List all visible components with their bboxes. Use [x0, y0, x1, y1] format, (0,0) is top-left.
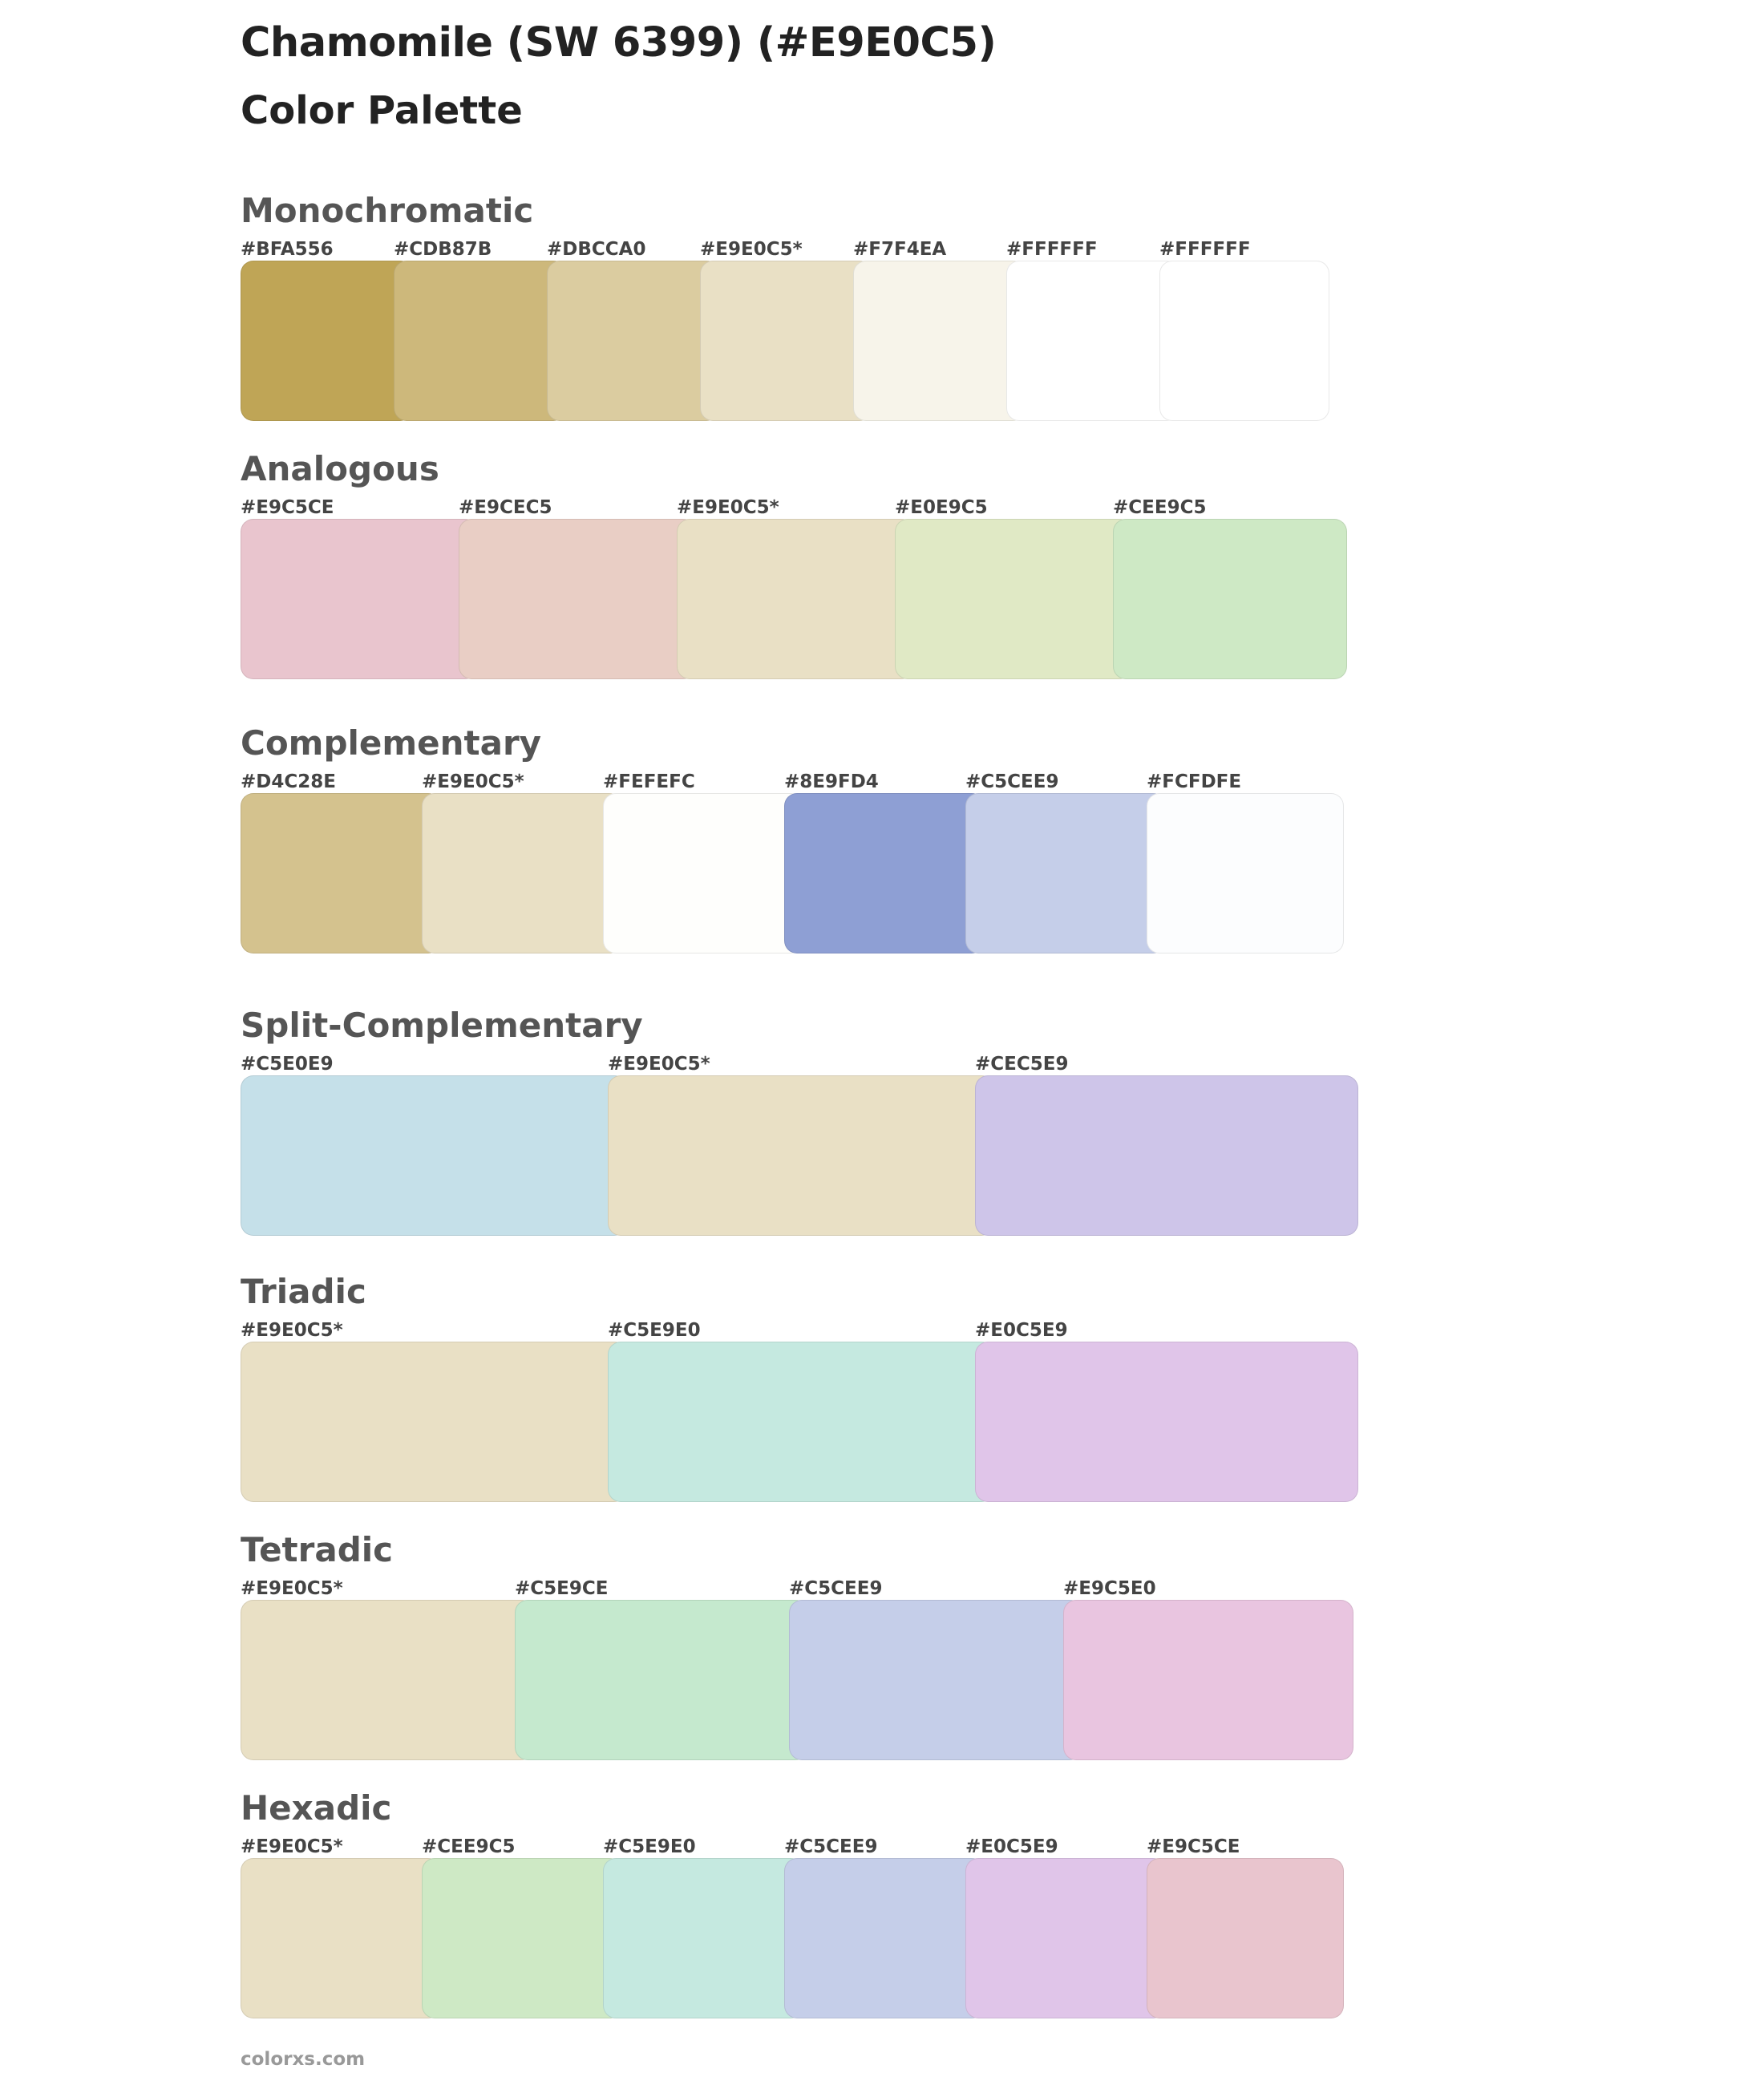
color-swatch[interactable]	[965, 793, 1166, 953]
color-swatch[interactable]	[459, 519, 696, 679]
color-swatch[interactable]	[1006, 261, 1179, 421]
swatch-hex-label[interactable]: #C5CEE9	[965, 771, 1059, 792]
swatch-hex-label[interactable]: #CEE9C5	[1113, 497, 1207, 518]
section-heading: Analogous	[241, 449, 439, 488]
swatch-hex-label[interactable]: #E9E0C5*	[608, 1054, 710, 1075]
swatch-hex-label[interactable]: #8E9FD4	[784, 771, 879, 792]
section-heading: Hexadic	[241, 1788, 392, 1828]
site-credit[interactable]: colorxs.com	[241, 2049, 366, 2070]
color-swatch[interactable]	[853, 261, 1026, 421]
swatch-hex-label[interactable]: #FFFFFF	[1006, 239, 1098, 260]
swatch-hex-label[interactable]: #F7F4EA	[853, 239, 947, 260]
color-swatch[interactable]	[965, 1858, 1166, 2018]
section-heading: Monochromatic	[241, 191, 534, 230]
swatch-hex-label[interactable]: #FEFEFC	[603, 771, 695, 792]
color-swatch[interactable]	[241, 1858, 441, 2018]
swatch-hex-label[interactable]: #E9C5CE	[241, 497, 334, 518]
color-swatch[interactable]	[700, 261, 872, 421]
swatch-hex-label[interactable]: #CDB87B	[394, 239, 492, 260]
swatch-hex-label[interactable]: #DBCCA0	[547, 239, 646, 260]
color-swatch[interactable]	[608, 1075, 994, 1236]
page-subtitle: Color Palette	[241, 88, 523, 133]
swatch-hex-label[interactable]: #E9CEC5	[459, 497, 552, 518]
swatch-hex-label[interactable]: #BFA556	[241, 239, 334, 260]
swatch-hex-label[interactable]: #E9C5E0	[1063, 1578, 1156, 1599]
color-swatch[interactable]	[241, 793, 441, 953]
color-swatch[interactable]	[241, 1075, 627, 1236]
swatch-hex-label[interactable]: #E9C5CE	[1147, 1836, 1240, 1857]
color-swatch[interactable]	[241, 519, 478, 679]
color-swatch[interactable]	[422, 1858, 622, 2018]
color-swatch[interactable]	[789, 1600, 1082, 1760]
swatch-hex-label[interactable]: #E9E0C5*	[700, 239, 803, 260]
color-swatch[interactable]	[1147, 1858, 1344, 2018]
swatch-hex-label[interactable]: #D4C28E	[241, 771, 336, 792]
swatch-hex-label[interactable]: #C5CEE9	[784, 1836, 878, 1857]
swatch-hex-label[interactable]: #E9E0C5*	[241, 1578, 343, 1599]
color-swatch[interactable]	[1159, 261, 1329, 421]
swatch-hex-label[interactable]: #C5E9E0	[608, 1320, 701, 1341]
color-swatch[interactable]	[241, 1600, 534, 1760]
swatch-hex-label[interactable]: #FCFDFE	[1147, 771, 1242, 792]
color-swatch[interactable]	[784, 793, 985, 953]
color-swatch[interactable]	[241, 261, 413, 421]
section-heading: Split-Complementary	[241, 1006, 643, 1045]
color-swatch[interactable]	[241, 1342, 627, 1502]
color-swatch[interactable]	[603, 1858, 803, 2018]
color-swatch[interactable]	[1113, 519, 1347, 679]
swatch-hex-label[interactable]: #E0C5E9	[975, 1320, 1068, 1341]
color-swatch[interactable]	[895, 519, 1132, 679]
swatch-hex-label[interactable]: #C5E9E0	[603, 1836, 696, 1857]
section-heading: Tetradic	[241, 1530, 394, 1569]
color-swatch[interactable]	[784, 1858, 985, 2018]
swatch-hex-label[interactable]: #CEE9C5	[422, 1836, 516, 1857]
swatch-hex-label[interactable]: #E9E0C5*	[241, 1836, 343, 1857]
color-swatch[interactable]	[975, 1342, 1358, 1502]
swatch-hex-label[interactable]: #E9E0C5*	[241, 1320, 343, 1341]
swatch-hex-label[interactable]: #E0C5E9	[965, 1836, 1058, 1857]
swatch-hex-label[interactable]: #E0E9C5	[895, 497, 988, 518]
color-swatch[interactable]	[975, 1075, 1358, 1236]
section-heading: Triadic	[241, 1272, 366, 1311]
swatch-hex-label[interactable]: #E9E0C5*	[677, 497, 779, 518]
color-swatch[interactable]	[677, 519, 914, 679]
section-heading: Complementary	[241, 723, 542, 763]
color-swatch[interactable]	[422, 793, 622, 953]
swatch-hex-label[interactable]: #C5E9CE	[515, 1578, 609, 1599]
swatch-hex-label[interactable]: #CEC5E9	[975, 1054, 1069, 1075]
color-swatch[interactable]	[1147, 793, 1344, 953]
color-swatch[interactable]	[603, 793, 803, 953]
swatch-hex-label[interactable]: #FFFFFF	[1159, 239, 1251, 260]
swatch-hex-label[interactable]: #E9E0C5*	[422, 771, 524, 792]
color-swatch[interactable]	[608, 1342, 994, 1502]
swatch-hex-label[interactable]: #C5E0E9	[241, 1054, 334, 1075]
color-swatch[interactable]	[547, 261, 719, 421]
color-swatch[interactable]	[1063, 1600, 1353, 1760]
page-title: Chamomile (SW 6399) (#E9E0C5)	[241, 19, 997, 67]
color-swatch[interactable]	[394, 261, 566, 421]
swatch-hex-label[interactable]: #C5CEE9	[789, 1578, 883, 1599]
color-swatch[interactable]	[515, 1600, 808, 1760]
